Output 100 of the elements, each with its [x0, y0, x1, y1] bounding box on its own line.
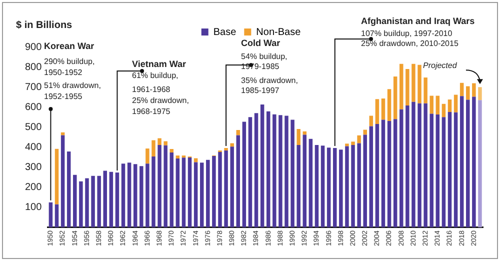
bar [400, 64, 404, 110]
bar [121, 164, 126, 228]
y-tick-label: 500 [24, 122, 42, 133]
bar [478, 87, 482, 100]
y-tick-label: 300 [24, 162, 42, 174]
bar [412, 102, 416, 228]
y-axis-title: $ in Billions [16, 20, 72, 31]
annotation: Projected [423, 61, 457, 71]
annotation: 1985-1997 [241, 86, 280, 96]
bar [381, 98, 386, 120]
bar [363, 134, 367, 228]
bar [442, 117, 446, 228]
bar [345, 146, 349, 228]
bar [333, 148, 337, 228]
y-tick-label: 600 [24, 102, 42, 113]
bar [436, 114, 440, 228]
annotation: 35% drawdown, [241, 76, 298, 86]
bar [115, 172, 120, 228]
bar [140, 166, 144, 228]
bar [164, 141, 168, 146]
bar [158, 138, 162, 146]
bar [466, 86, 470, 100]
y-tick-label: 800 [24, 62, 42, 73]
bar [442, 104, 446, 118]
bar [109, 172, 114, 228]
annotation: 1952-1955 [44, 92, 82, 102]
bar [424, 77, 428, 104]
bar [54, 204, 59, 228]
bar [194, 162, 198, 228]
bar [314, 145, 319, 228]
bar [454, 112, 458, 228]
bar [103, 170, 107, 228]
bar [164, 145, 168, 228]
bar [308, 138, 313, 228]
bar [91, 176, 95, 228]
bar [339, 150, 343, 228]
text: Afghanistan and Iraq Wars [361, 16, 475, 26]
bar [363, 130, 367, 135]
bar [320, 146, 325, 228]
y-tick-label: 200 [24, 182, 42, 194]
bar [418, 103, 422, 228]
y-tick-label: 700 [24, 82, 42, 93]
bar [260, 104, 264, 228]
bar [460, 96, 464, 228]
bar [296, 128, 300, 146]
bar [79, 181, 83, 228]
bar [357, 143, 361, 228]
annotation: Cold War [241, 38, 280, 48]
bar [302, 134, 307, 228]
bar [133, 164, 138, 228]
bar [387, 120, 392, 228]
bar [60, 135, 65, 228]
bar [188, 157, 192, 228]
bar [478, 100, 482, 228]
bar [406, 69, 410, 106]
bar [85, 178, 89, 228]
bar [97, 176, 101, 228]
bar [418, 64, 422, 104]
annotation: 290% buildup, [44, 57, 95, 67]
y-tick-label: 400 [24, 142, 42, 153]
bar [66, 151, 71, 228]
bar [224, 150, 228, 228]
bar [369, 126, 374, 228]
bar [326, 148, 331, 228]
bar [176, 155, 180, 158]
bar [248, 117, 252, 228]
bar [158, 145, 162, 228]
bar [369, 116, 374, 126]
bar [357, 135, 361, 144]
bar [54, 148, 59, 204]
annotation: 61% buildup, [132, 71, 178, 81]
bar [254, 113, 258, 228]
annotation: 51% drawdown, [44, 81, 101, 91]
bar [430, 96, 434, 114]
annotation: 25% drawdown, 2010-2015 [361, 39, 458, 49]
bar [393, 119, 398, 228]
bar [472, 96, 476, 228]
legend-label: Base [213, 26, 237, 38]
bar [218, 152, 222, 228]
bar [375, 124, 380, 228]
bar [290, 120, 294, 228]
bar [424, 103, 428, 228]
bar [242, 122, 246, 228]
bar [212, 156, 216, 228]
bar [170, 152, 174, 228]
bar [387, 89, 392, 121]
bar [152, 140, 156, 156]
legend-label: Non-Base [256, 26, 302, 38]
bar [345, 144, 349, 146]
bar [146, 164, 150, 228]
bar [400, 109, 404, 228]
bar [296, 145, 300, 228]
bar [200, 162, 204, 228]
bar [412, 64, 416, 102]
text: 107% buildup, 1997-2010 [361, 29, 452, 39]
bar [230, 143, 234, 147]
bar [448, 100, 452, 112]
bar [272, 114, 276, 228]
bar [182, 158, 186, 228]
y-tick-label: 100 [24, 202, 42, 214]
